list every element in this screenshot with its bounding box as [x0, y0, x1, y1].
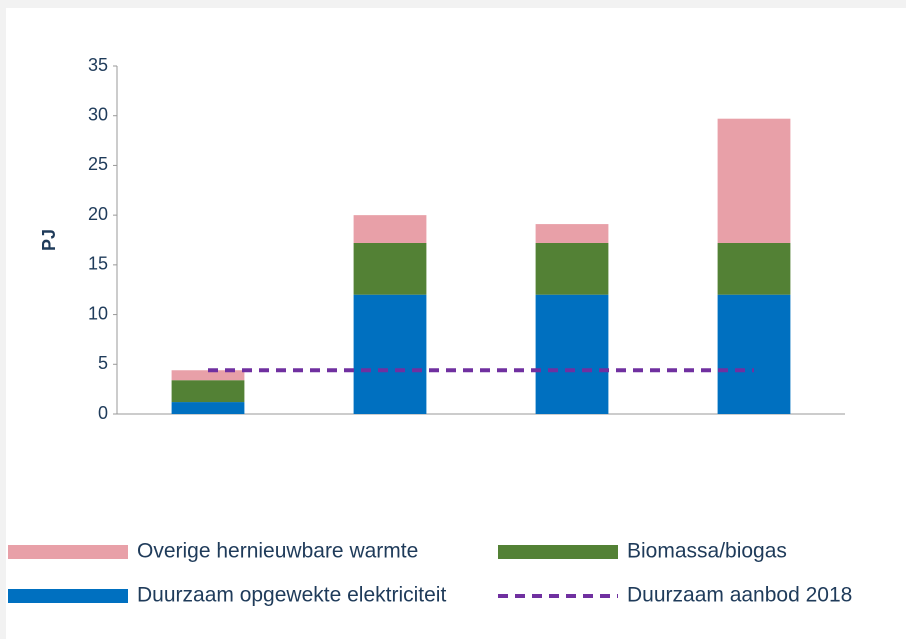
- bar-segment: [171, 380, 245, 403]
- bar-segment: [353, 294, 427, 414]
- y-tick-label: 15: [88, 254, 108, 274]
- bar-segment: [171, 370, 245, 381]
- bar-segment: [171, 402, 245, 414]
- legend-swatch: [8, 589, 128, 603]
- bar-segment: [535, 242, 609, 295]
- y-tick-label: 5: [98, 353, 108, 373]
- y-tick-label: 0: [98, 403, 108, 423]
- bar-segment: [717, 242, 791, 295]
- y-tick-label: 10: [88, 303, 108, 323]
- legend-label: Duurzaam opgewekte elektriciteit: [137, 584, 446, 607]
- bar-segment: [717, 294, 791, 414]
- y-tick-label: 30: [88, 104, 108, 124]
- y-tick-label: 35: [88, 55, 108, 75]
- bar-segment: [353, 215, 427, 243]
- legend-swatch: [8, 545, 128, 559]
- legend-label: Biomassa/biogas: [627, 540, 787, 563]
- bar-segment: [353, 242, 427, 295]
- legend-label: Duurzaam aanbod 2018: [627, 584, 852, 607]
- bar-segment: [535, 294, 609, 414]
- bar-segment: [717, 118, 791, 243]
- y-axis-label: PJ: [39, 229, 59, 251]
- legend-swatch: [498, 545, 618, 559]
- y-tick-label: 25: [88, 154, 108, 174]
- legend-label: Overige hernieuwbare warmte: [137, 540, 418, 563]
- bar-segment: [535, 224, 609, 243]
- y-tick-label: 20: [88, 204, 108, 224]
